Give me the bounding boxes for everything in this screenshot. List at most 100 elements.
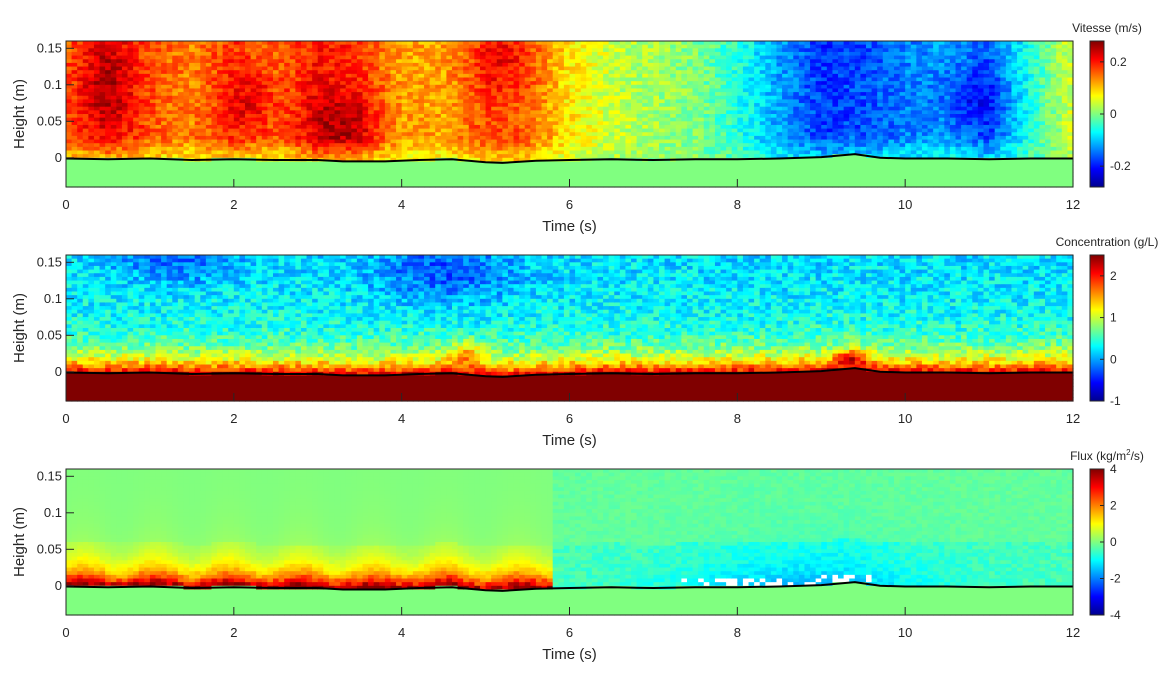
heatmap-cell	[648, 45, 654, 49]
heatmap-cell	[256, 172, 262, 176]
heatmap-cell	[525, 48, 531, 52]
heatmap-cell	[469, 136, 475, 140]
heatmap-cell	[262, 88, 268, 92]
heatmap-cell	[592, 176, 598, 180]
heatmap-cell	[430, 67, 436, 71]
heatmap-cell	[558, 52, 564, 56]
heatmap-cell	[441, 169, 447, 173]
heatmap-cell	[564, 48, 570, 52]
heatmap-cell	[508, 52, 514, 56]
heatmap-cell	[497, 78, 503, 82]
heatmap-cell	[88, 56, 94, 60]
heatmap-cell	[390, 85, 396, 89]
heatmap-cell	[502, 169, 508, 173]
heatmap-cell	[474, 78, 480, 82]
heatmap-cell	[631, 154, 637, 158]
heatmap-cell	[570, 96, 576, 100]
heatmap-cell	[603, 41, 609, 45]
heatmap-cell	[357, 85, 363, 89]
heatmap-cell	[379, 85, 385, 89]
heatmap-cell	[687, 41, 693, 45]
heatmap-cell	[597, 121, 603, 125]
heatmap-cell	[83, 143, 89, 147]
heatmap-cell	[737, 48, 743, 52]
heatmap-cell	[620, 74, 626, 78]
heatmap-cell	[357, 103, 363, 107]
heatmap-cell	[161, 67, 167, 71]
heatmap-cell	[407, 63, 413, 67]
heatmap-cell	[452, 41, 458, 45]
heatmap-cell	[452, 99, 458, 103]
heatmap-cell	[743, 48, 749, 52]
heatmap-cell	[413, 172, 419, 176]
heatmap-cell	[189, 143, 195, 147]
heatmap-cell	[183, 41, 189, 45]
heatmap-cell	[363, 151, 369, 155]
heatmap-cell	[301, 129, 307, 133]
heatmap-cell	[407, 110, 413, 114]
heatmap-cell	[111, 56, 117, 60]
heatmap-cell	[390, 121, 396, 125]
heatmap-cell	[497, 151, 503, 155]
heatmap-cell	[547, 154, 553, 158]
heatmap-cell	[335, 180, 341, 184]
heatmap-cell	[698, 107, 704, 111]
heatmap-cell	[262, 129, 268, 133]
heatmap-cell	[357, 78, 363, 82]
heatmap-cell	[200, 172, 206, 176]
heatmap-cell	[279, 132, 285, 136]
heatmap-cell	[458, 154, 464, 158]
heatmap-cell	[547, 176, 553, 180]
heatmap-cell	[435, 147, 441, 151]
heatmap-cell	[183, 161, 189, 165]
heatmap-cell	[474, 147, 480, 151]
heatmap-cell	[379, 56, 385, 60]
heatmap-cell	[491, 56, 497, 60]
heatmap-cell	[312, 180, 318, 184]
heatmap-cell	[94, 161, 100, 165]
heatmap-cell	[150, 41, 156, 45]
heatmap-cell	[217, 85, 223, 89]
heatmap-cell	[497, 114, 503, 118]
heatmap-cell	[732, 118, 738, 122]
heatmap-cell	[715, 140, 721, 144]
heatmap-cell	[754, 107, 760, 111]
heatmap-cell	[217, 121, 223, 125]
heatmap-cell	[279, 88, 285, 92]
heatmap-cell	[122, 45, 128, 49]
heatmap-cell	[642, 41, 648, 45]
heatmap-cell	[390, 118, 396, 122]
heatmap-cell	[111, 136, 117, 140]
heatmap-cell	[273, 45, 279, 49]
heatmap-cell	[558, 165, 564, 169]
heatmap-cell	[139, 121, 145, 125]
heatmap-cell	[374, 169, 380, 173]
heatmap-cell	[609, 74, 615, 78]
heatmap-cell	[284, 147, 290, 151]
heatmap-cell	[631, 169, 637, 173]
heatmap-cell	[256, 78, 262, 82]
heatmap-cell	[681, 41, 687, 45]
heatmap-cell	[279, 99, 285, 103]
heatmap-cell	[200, 161, 206, 165]
heatmap-cell	[161, 110, 167, 114]
heatmap-cell	[385, 56, 391, 60]
heatmap-cell	[217, 107, 223, 111]
heatmap-cell	[625, 88, 631, 92]
heatmap-cell	[284, 110, 290, 114]
heatmap-cell	[430, 107, 436, 111]
heatmap-cell	[637, 78, 643, 82]
heatmap-cell	[407, 147, 413, 151]
heatmap-cell	[754, 143, 760, 147]
heatmap-cell	[648, 78, 654, 82]
heatmap-cell	[491, 143, 497, 147]
heatmap-cell	[363, 125, 369, 129]
heatmap-cell	[144, 63, 150, 67]
heatmap-cell	[491, 59, 497, 63]
heatmap-cell	[597, 107, 603, 111]
heatmap-cell	[441, 172, 447, 176]
heatmap-cell	[77, 103, 83, 107]
heatmap-cell	[77, 92, 83, 96]
heatmap-cell	[508, 154, 514, 158]
heatmap-cell	[430, 114, 436, 118]
